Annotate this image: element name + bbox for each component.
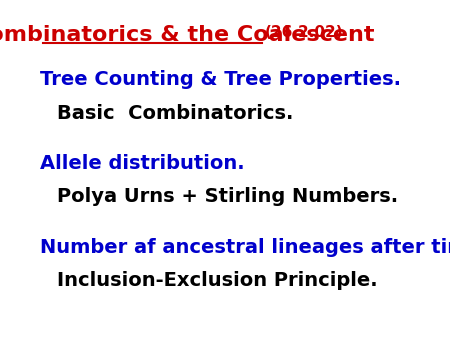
Text: Inclusion-Exclusion Principle.: Inclusion-Exclusion Principle.	[57, 271, 378, 290]
Text: Number af ancestral lineages after time t.: Number af ancestral lineages after time …	[40, 238, 450, 257]
Text: Basic  Combinatorics.: Basic Combinatorics.	[57, 104, 294, 123]
Text: Tree Counting & Tree Properties.: Tree Counting & Tree Properties.	[40, 70, 401, 89]
Text: Polya Urns + Stirling Numbers.: Polya Urns + Stirling Numbers.	[57, 188, 398, 207]
Text: Allele distribution.: Allele distribution.	[40, 154, 244, 173]
Text: Combinatorics & the Coalescent: Combinatorics & the Coalescent	[0, 25, 375, 45]
Text: (26.2.02): (26.2.02)	[265, 25, 344, 40]
